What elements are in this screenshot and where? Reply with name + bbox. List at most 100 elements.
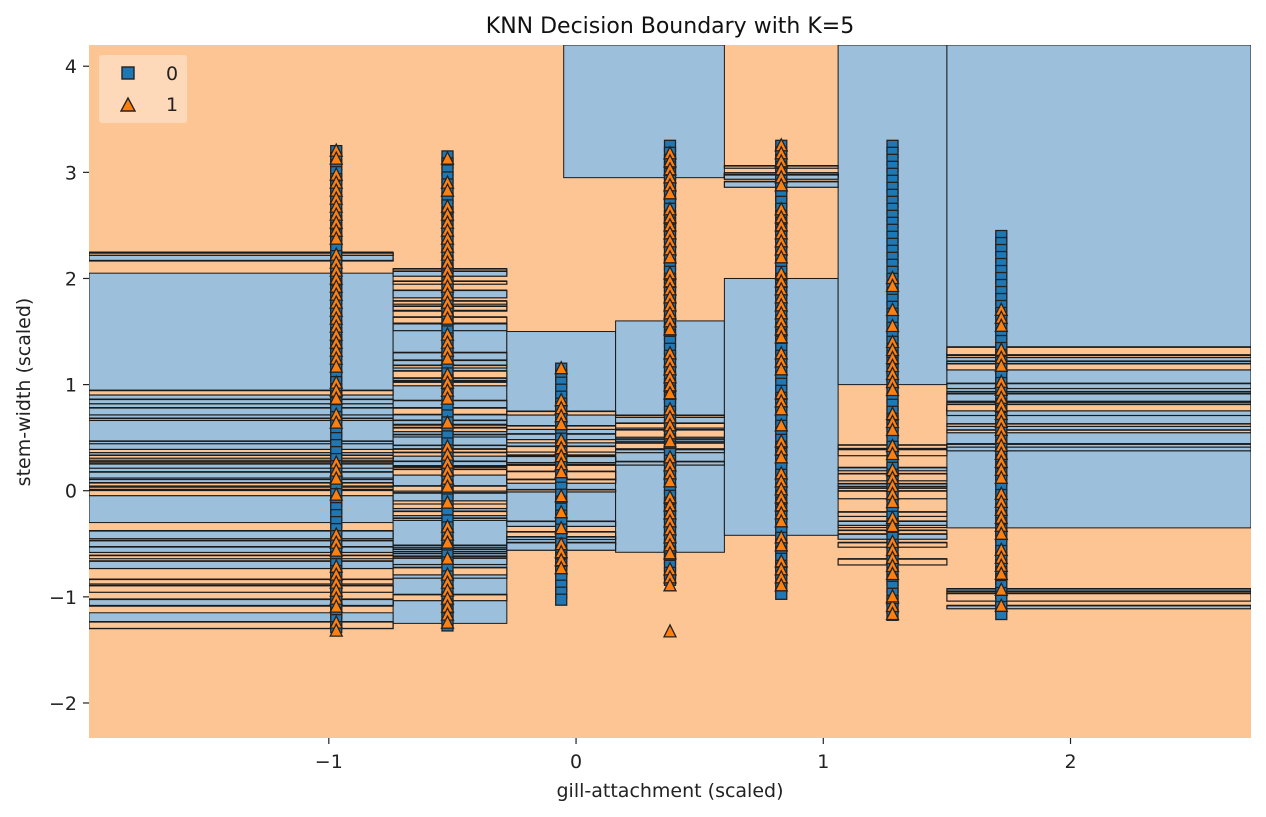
class-1-point <box>329 390 344 405</box>
class-1-point <box>885 446 900 461</box>
class-1-point <box>554 360 569 375</box>
class-1-point <box>329 414 344 429</box>
point-column-1 <box>440 150 455 632</box>
class-1-point <box>329 230 344 245</box>
x-tick-label: −1 <box>315 751 343 773</box>
boundary-stripe <box>89 530 394 540</box>
x-tick-label: 0 <box>570 751 582 773</box>
y-tick-label: −2 <box>49 693 77 715</box>
boundary-band-7 <box>946 587 1251 610</box>
class-0-point <box>555 593 568 606</box>
y-tick-label: 0 <box>65 481 77 503</box>
class-1-point <box>329 358 344 373</box>
class-1-point <box>885 588 900 603</box>
class-1-point <box>774 401 789 416</box>
point-column-2 <box>554 360 569 606</box>
class-1-point <box>885 422 900 437</box>
data-points <box>329 137 1009 638</box>
class-1-point <box>440 350 455 365</box>
class-1-point <box>994 469 1009 484</box>
point-column-3 <box>662 139 678 592</box>
legend-label-1: 1 <box>166 94 178 116</box>
class-1-point <box>440 390 455 405</box>
class-1-point <box>774 361 789 376</box>
boundary-band-0 <box>89 389 394 630</box>
class-1-point <box>774 329 789 344</box>
class-1-point <box>662 623 678 638</box>
class-1-point <box>329 486 344 501</box>
boundary-stripe <box>946 592 1251 602</box>
class-1-point <box>662 321 678 336</box>
class-1-point <box>885 566 900 581</box>
class-0-region-6 <box>946 45 1251 529</box>
class-1-point <box>885 278 900 293</box>
class-1-point <box>440 614 455 629</box>
point-column-6 <box>994 229 1009 621</box>
x-tick-label: 1 <box>817 751 829 773</box>
class-1-point <box>994 357 1009 372</box>
class-1-point <box>774 249 789 264</box>
y-tick-label: 2 <box>65 268 77 290</box>
class-1-point <box>885 382 900 397</box>
class-1-point <box>554 416 569 431</box>
class-1-point <box>554 520 569 535</box>
class-1-point <box>662 545 678 560</box>
class-1-point <box>440 310 455 325</box>
x-axis-label: gill-attachment (scaled) <box>557 780 784 802</box>
class-1-point <box>440 182 455 197</box>
class-1-point <box>774 513 789 528</box>
class-1-point <box>662 385 678 400</box>
class-1-point <box>554 504 569 519</box>
class-1-point <box>662 577 678 592</box>
y-tick-label: 4 <box>65 56 77 78</box>
boundary-band-1 <box>89 251 394 262</box>
class-1-point <box>440 494 455 509</box>
boundary-stripe <box>89 621 394 630</box>
class-1-point <box>774 577 789 592</box>
chart-title: KNN Decision Boundary with K=5 <box>486 14 854 39</box>
class-1-point <box>662 249 678 264</box>
point-column-4 <box>774 137 789 600</box>
class-1-point <box>885 302 900 317</box>
class-1-point <box>440 414 455 429</box>
legend-label-0: 0 <box>166 63 178 85</box>
boundary-stripe <box>89 471 394 479</box>
y-axis-ticks: −2 −1 0 1 2 3 4 <box>49 56 89 715</box>
class-1-point <box>554 560 569 575</box>
class-1-point <box>662 185 678 200</box>
class-1-point <box>774 417 789 432</box>
class-1-point <box>885 494 900 509</box>
class-1-point <box>885 606 900 621</box>
class-1-point <box>994 565 1009 580</box>
class-1-point <box>994 317 1009 332</box>
class-1-point <box>994 597 1009 612</box>
boundary-stripe <box>89 585 394 593</box>
boundary-stripe <box>89 560 394 570</box>
class-1-point <box>329 150 344 165</box>
y-tick-label: 1 <box>65 375 77 397</box>
y-tick-label: −1 <box>49 587 77 609</box>
point-column-5 <box>885 139 900 621</box>
legend-box <box>99 55 187 123</box>
boundary-stripe <box>946 346 1251 356</box>
class-1-point <box>440 550 455 565</box>
class-1-point <box>329 622 344 637</box>
class-1-point <box>774 177 789 192</box>
legend-triangle-icon <box>119 96 137 112</box>
legend-square-icon <box>121 66 135 80</box>
class-1-point <box>994 525 1009 540</box>
boundary-stripe <box>89 407 394 416</box>
class-1-point <box>554 488 569 503</box>
class-1-point <box>662 473 678 488</box>
class-1-point <box>440 534 455 549</box>
class-1-point <box>329 598 344 613</box>
class-1-point <box>774 449 789 464</box>
class-1-point <box>329 542 344 557</box>
x-axis-ticks: −1 0 1 2 <box>315 738 1077 773</box>
x-tick-label: 2 <box>1064 751 1076 773</box>
class-1-point <box>554 464 569 479</box>
y-tick-label: 3 <box>65 162 77 184</box>
legend: 0 1 <box>99 55 187 123</box>
boundary-stripe <box>946 363 1251 371</box>
boundary-stripe <box>89 546 394 554</box>
